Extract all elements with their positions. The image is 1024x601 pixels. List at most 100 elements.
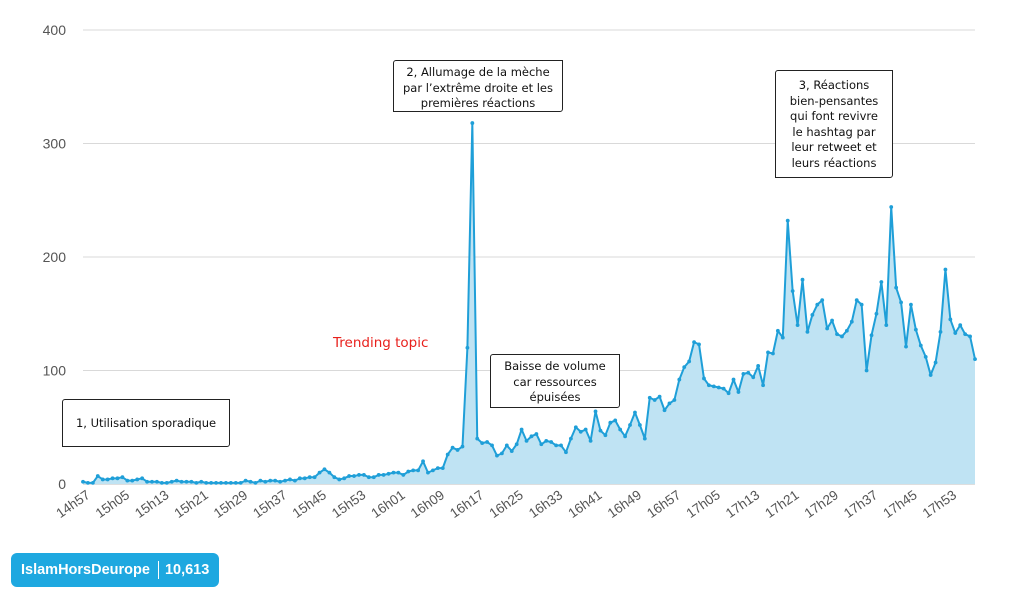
data-point — [775, 328, 780, 333]
data-point — [381, 473, 386, 477]
data-point — [800, 277, 805, 282]
data-point — [130, 478, 135, 483]
data-point — [204, 480, 209, 485]
data-point — [366, 475, 371, 480]
data-point — [968, 334, 972, 339]
data-point — [736, 390, 741, 394]
data-point — [613, 418, 618, 423]
x-tick-label: 16h01 — [368, 487, 407, 521]
data-point — [504, 443, 509, 448]
data-point — [618, 427, 623, 432]
x-tick-label: 16h25 — [487, 487, 526, 521]
data-point — [963, 332, 968, 337]
data-point — [470, 121, 475, 125]
data-point — [135, 477, 140, 482]
data-point — [199, 479, 204, 484]
data-point — [465, 345, 470, 350]
data-point — [529, 434, 534, 439]
data-point — [342, 476, 347, 481]
data-point — [810, 312, 815, 317]
data-point — [923, 354, 928, 359]
data-point — [174, 478, 179, 483]
data-point — [317, 470, 322, 475]
data-point — [273, 478, 278, 483]
data-point — [637, 423, 642, 427]
data-point — [677, 377, 682, 382]
data-point — [623, 434, 627, 439]
data-point — [805, 330, 810, 334]
y-tick-label-300: 300 — [43, 136, 67, 152]
data-point — [406, 469, 411, 474]
data-point — [243, 478, 248, 483]
x-tick-label: 15h45 — [290, 487, 329, 521]
x-tick-label: 17h21 — [762, 487, 801, 521]
data-point — [189, 479, 194, 484]
data-point — [830, 318, 834, 323]
data-point — [849, 319, 854, 324]
x-tick-label: 17h13 — [723, 487, 762, 521]
y-tick-label-400: 400 — [43, 22, 67, 38]
data-point — [352, 474, 356, 478]
data-point — [337, 477, 342, 482]
data-point — [376, 473, 381, 477]
data-point — [889, 205, 894, 209]
annotation-phase-1: 1, Utilisation sporadique — [62, 399, 230, 447]
x-tick-label: 17h29 — [802, 487, 841, 521]
data-point — [164, 480, 169, 485]
data-point — [928, 373, 933, 377]
data-point — [514, 442, 519, 447]
data-point — [766, 350, 770, 355]
data-point — [564, 450, 568, 455]
data-point — [899, 300, 903, 305]
data-point — [371, 475, 376, 480]
annotation-volume-drop: Baisse de volume car ressources épuisées — [490, 354, 620, 408]
data-point — [943, 267, 948, 272]
data-point — [421, 459, 425, 464]
data-point — [716, 385, 721, 390]
data-point — [233, 480, 238, 485]
data-point — [411, 468, 416, 473]
data-point — [110, 476, 115, 481]
data-point — [958, 323, 963, 327]
data-point — [884, 323, 889, 327]
data-point — [327, 470, 332, 475]
data-point — [554, 443, 558, 448]
x-tick-label: 15h05 — [93, 487, 132, 521]
x-tick-label: 17h45 — [880, 487, 919, 521]
data-point — [184, 479, 189, 484]
y-tick-label-0: 0 — [58, 476, 66, 492]
data-point — [835, 332, 839, 337]
data-point — [844, 328, 849, 333]
data-point — [948, 317, 953, 322]
data-point — [401, 473, 406, 477]
data-point — [864, 368, 869, 373]
data-point — [904, 344, 908, 349]
data-point — [657, 394, 662, 399]
data-point — [815, 302, 820, 307]
x-tick-label: 16h41 — [565, 487, 604, 521]
data-point — [228, 480, 233, 485]
data-point — [362, 473, 366, 477]
data-point — [396, 470, 401, 475]
data-point — [155, 479, 159, 484]
data-point — [539, 442, 544, 447]
data-point — [598, 428, 603, 433]
x-tick-label: 14h57 — [53, 487, 92, 521]
data-point — [490, 443, 494, 448]
x-tick-label: 17h05 — [683, 487, 722, 521]
data-point — [258, 478, 263, 483]
trending-topic-label: Trending topic — [333, 335, 429, 351]
x-tick-label: 15h53 — [329, 487, 368, 521]
data-point — [672, 398, 677, 402]
data-point — [431, 468, 435, 473]
data-point — [692, 340, 696, 345]
data-point — [95, 474, 100, 478]
data-point — [480, 441, 485, 446]
data-point — [652, 398, 657, 402]
data-point — [933, 360, 938, 365]
data-point — [534, 432, 539, 436]
data-point — [721, 386, 726, 391]
data-point — [115, 476, 120, 481]
data-point — [628, 423, 632, 427]
